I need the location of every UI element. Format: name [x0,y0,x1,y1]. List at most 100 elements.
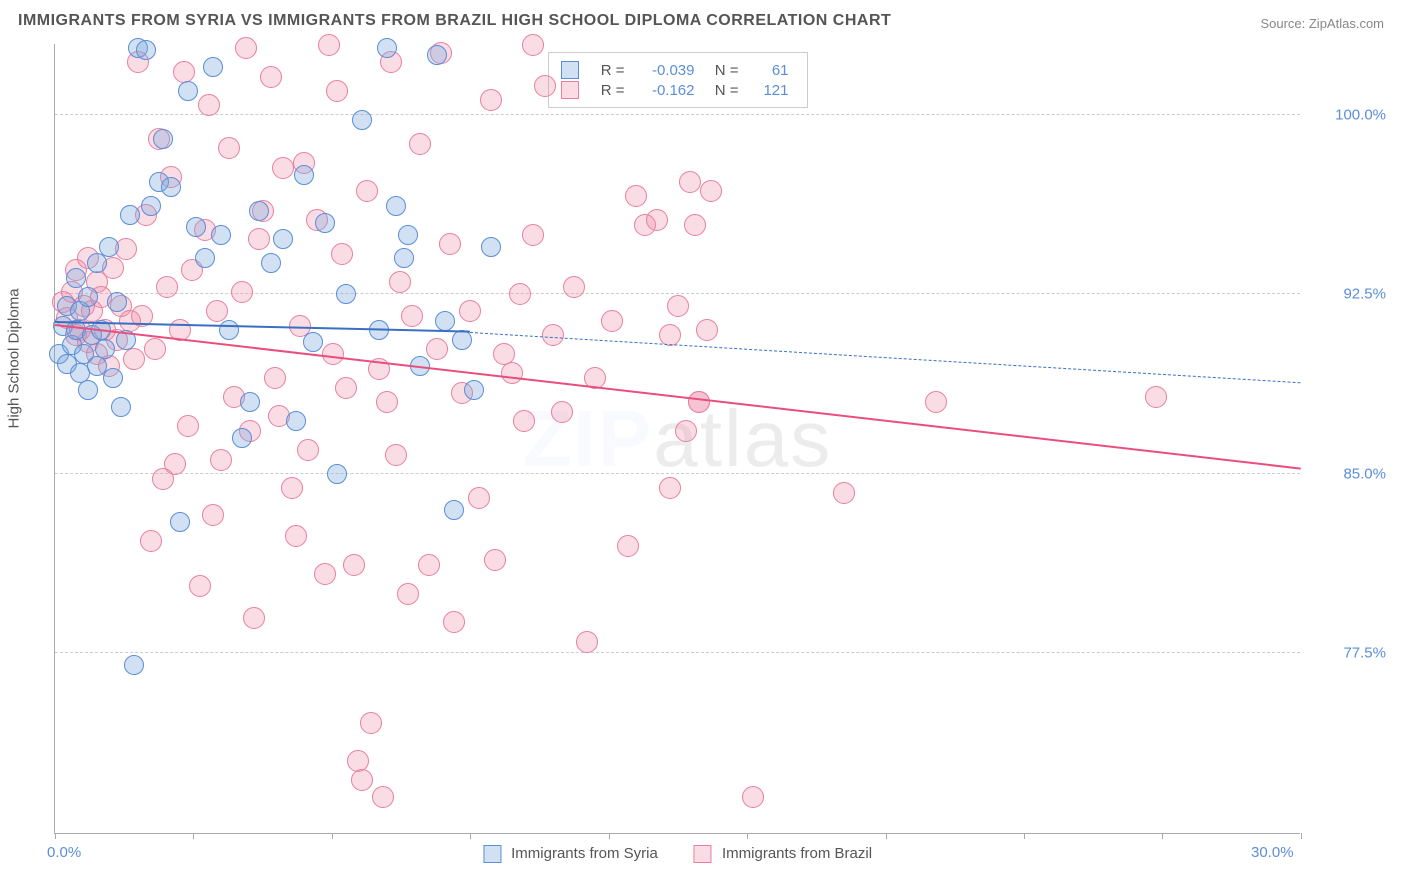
scatter-point-brazil [501,362,523,384]
scatter-point-brazil [206,300,228,322]
x-tick [193,833,194,839]
legend-row-brazil: R = -0.162 N = 121 [561,81,789,99]
scatter-point-brazil [480,89,502,111]
scatter-point-brazil [164,453,186,475]
chart-title: IMMIGRANTS FROM SYRIA VS IMMIGRANTS FROM… [18,12,891,30]
scatter-point-syria [66,268,86,288]
scatter-point-brazil [318,34,340,56]
scatter-point-brazil [356,180,378,202]
scatter-point-brazil [372,786,394,808]
scatter-point-syria [141,196,161,216]
scatter-point-brazil [625,185,647,207]
scatter-point-brazil [696,319,718,341]
scatter-point-syria [336,284,356,304]
scatter-point-syria [273,229,293,249]
n-value-brazil: 121 [749,82,789,99]
scatter-point-brazil [202,504,224,526]
legend-item-syria: Immigrants from Syria [483,845,658,863]
scatter-point-syria [161,177,181,197]
scatter-point-syria [303,332,323,352]
scatter-point-brazil [156,276,178,298]
scatter-point-brazil [235,37,257,59]
x-tick [1301,833,1302,839]
scatter-point-brazil [601,310,623,332]
x-axis-label: 30.0% [1251,844,1294,861]
scatter-point-brazil [700,180,722,202]
scatter-point-syria [315,213,335,233]
r-value-syria: -0.039 [635,62,695,79]
scatter-point-brazil [534,75,556,97]
scatter-point-brazil [646,209,668,231]
scatter-point-syria [219,320,239,340]
scatter-point-brazil [684,214,706,236]
x-tick [1024,833,1025,839]
scatter-point-syria [394,248,414,268]
scatter-point-brazil [459,300,481,322]
scatter-point-syria [286,411,306,431]
scatter-point-syria [240,392,260,412]
scatter-point-brazil [331,243,353,265]
scatter-point-brazil [522,224,544,246]
swatch-syria-bottom [483,845,501,863]
scatter-point-brazil [281,477,303,499]
scatter-point-brazil [297,439,319,461]
n-label: N = [705,62,739,79]
scatter-point-brazil [144,338,166,360]
scatter-point-brazil [443,611,465,633]
x-axis-label: 0.0% [47,844,81,861]
scatter-point-brazil [335,377,357,399]
scatter-point-syria [249,201,269,221]
scatter-point-syria [136,40,156,60]
scatter-point-brazil [1145,386,1167,408]
scatter-point-brazil [522,34,544,56]
scatter-point-brazil [426,338,448,360]
scatter-point-syria [103,368,123,388]
scatter-point-syria [203,57,223,77]
r-label: R = [595,82,625,99]
scatter-point-syria [435,311,455,331]
y-axis-label: High School Diploma [6,288,23,428]
scatter-point-syria [444,500,464,520]
scatter-point-brazil [351,769,373,791]
scatter-point-syria [481,237,501,257]
scatter-point-brazil [231,281,253,303]
scatter-point-brazil [742,786,764,808]
r-value-brazil: -0.162 [635,82,695,99]
scatter-point-syria [124,655,144,675]
y-tick-label: 85.0% [1306,465,1386,482]
legend-label-brazil: Immigrants from Brazil [722,845,872,862]
scatter-point-syria [427,45,447,65]
gridline-h [55,652,1300,653]
scatter-point-syria [170,512,190,532]
swatch-syria [561,61,579,79]
scatter-point-brazil [397,583,419,605]
scatter-point-brazil [272,157,294,179]
scatter-point-syria [261,253,281,273]
scatter-plot-area: ZIPatlas R = -0.039 N = 61 R = -0.162 N … [54,44,1300,834]
legend-row-syria: R = -0.039 N = 61 [561,61,789,79]
scatter-point-brazil [925,391,947,413]
scatter-point-brazil [551,401,573,423]
scatter-point-brazil [140,530,162,552]
scatter-point-brazil [260,66,282,88]
scatter-point-brazil [439,233,461,255]
scatter-point-brazil [218,137,240,159]
scatter-point-brazil [385,444,407,466]
scatter-point-brazil [123,348,145,370]
scatter-point-brazil [833,482,855,504]
scatter-point-brazil [389,271,411,293]
scatter-point-brazil [688,391,710,413]
scatter-point-brazil [243,607,265,629]
scatter-point-syria [87,253,107,273]
x-tick [55,833,56,839]
source-attribution: Source: ZipAtlas.com [1260,16,1384,31]
series-legend: Immigrants from Syria Immigrants from Br… [483,845,872,863]
scatter-point-syria [186,217,206,237]
scatter-point-brazil [542,324,564,346]
scatter-point-syria [294,165,314,185]
scatter-point-brazil [326,80,348,102]
scatter-point-syria [377,38,397,58]
scatter-point-syria [78,380,98,400]
scatter-point-brazil [659,477,681,499]
scatter-point-syria [107,292,127,312]
